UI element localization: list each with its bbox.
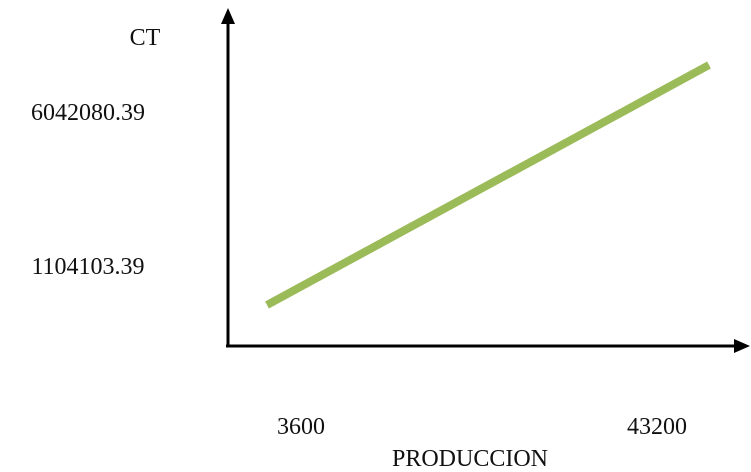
series-line-ct xyxy=(265,61,711,309)
y-axis-arrow-icon xyxy=(221,8,235,24)
x-axis-title: PRODUCCION xyxy=(392,446,548,472)
y-tick-label-max: 6042080.39 xyxy=(31,100,145,126)
x-axis-arrow-icon xyxy=(734,339,750,353)
y-tick-label-min: 1104103.39 xyxy=(31,254,144,280)
x-tick-label-min: 3600 xyxy=(277,414,325,440)
y-axis-title: CT xyxy=(130,25,161,51)
x-tick-label-max: 43200 xyxy=(627,414,687,440)
